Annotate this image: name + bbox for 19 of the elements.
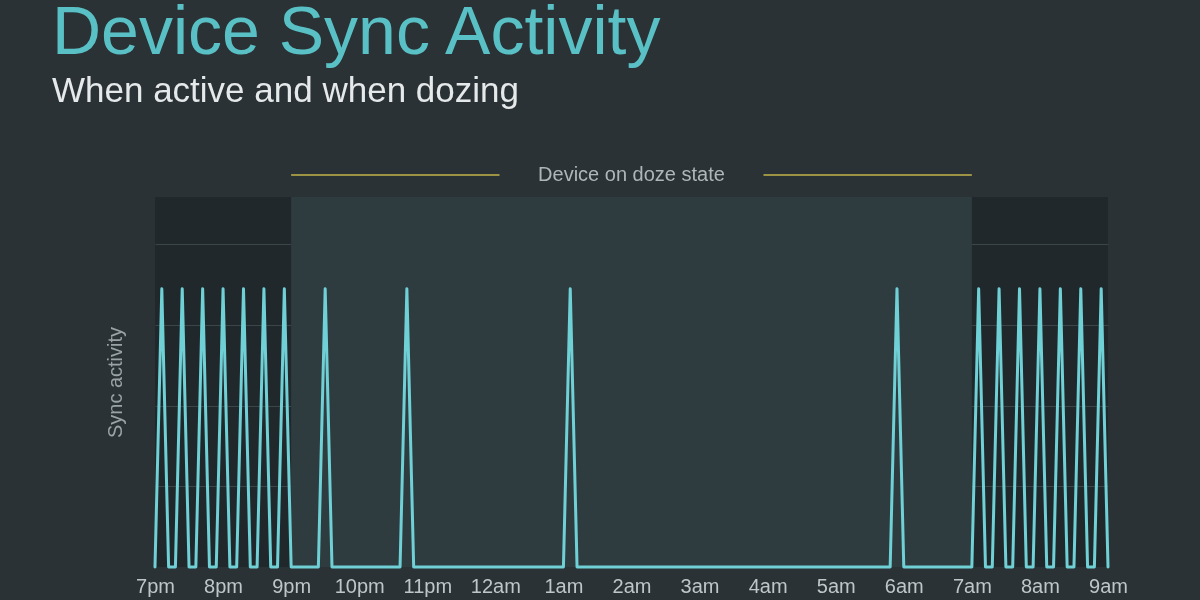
chart-subtitle: When active and when dozing (52, 70, 519, 109)
x-tick-label: 2am (612, 574, 652, 597)
chart-title: Device Sync Activity (52, 0, 661, 68)
x-tick-label: 11pm (403, 574, 453, 597)
band-label: Device on doze state (538, 163, 725, 185)
x-tick-label: 9am (1089, 574, 1128, 597)
x-tick-label: 5am (816, 574, 856, 597)
x-tick-label: 9pm (272, 574, 312, 597)
x-tick-label: 1am (544, 574, 584, 597)
x-tick-label: 8pm (204, 574, 244, 597)
x-tick-label: 6am (884, 574, 924, 597)
x-tick-label: 7am (952, 574, 992, 597)
x-tick-label: 7pm (136, 574, 175, 597)
x-tick-label: 8am (1020, 574, 1060, 597)
x-tick-label: 10pm (334, 574, 385, 597)
x-tick-label: 12am (470, 574, 521, 597)
x-tick-label: 3am (680, 574, 720, 597)
x-tick-label: 4am (748, 574, 788, 597)
y-axis-title: Sync activity (103, 326, 126, 439)
